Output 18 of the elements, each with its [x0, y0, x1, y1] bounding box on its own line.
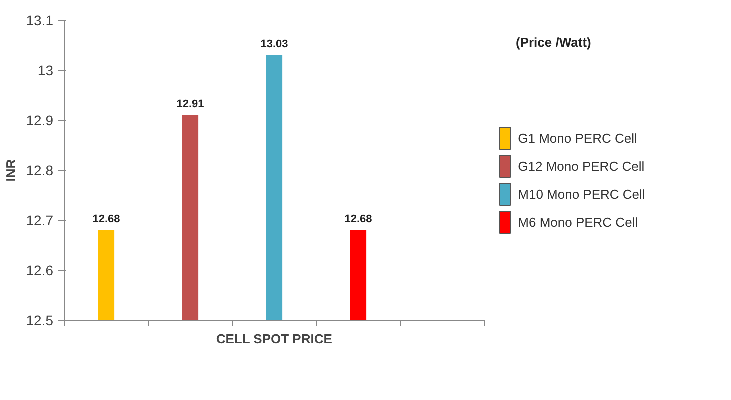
x-axis-title: CELL SPOT PRICE: [216, 332, 333, 346]
legend-label: G1 Mono PERC Cell: [518, 131, 638, 146]
y-tick-label: 13.1: [26, 12, 54, 28]
legend-label: M6 Mono PERC Cell: [518, 215, 638, 230]
y-tick-label: 12.9: [26, 112, 54, 128]
y-tick-label: 12.8: [26, 162, 54, 178]
y-tick-label: 13: [38, 62, 54, 78]
data-label: 12.68: [344, 214, 372, 226]
legend-label: G12 Mono PERC Cell: [518, 159, 645, 174]
data-label: 12.68: [92, 214, 120, 226]
legend-label: M10 Mono PERC Cell: [518, 187, 646, 202]
data-label: 13.03: [260, 38, 288, 50]
y-tick-label: 12.7: [26, 212, 54, 228]
data-label: 12.91: [176, 98, 204, 110]
y-axis-title: INR: [3, 158, 18, 182]
text: (Price /Watt): [516, 34, 592, 50]
y-tick-label: 12.6: [26, 262, 54, 278]
y-tick-label: 12.5: [26, 312, 54, 328]
